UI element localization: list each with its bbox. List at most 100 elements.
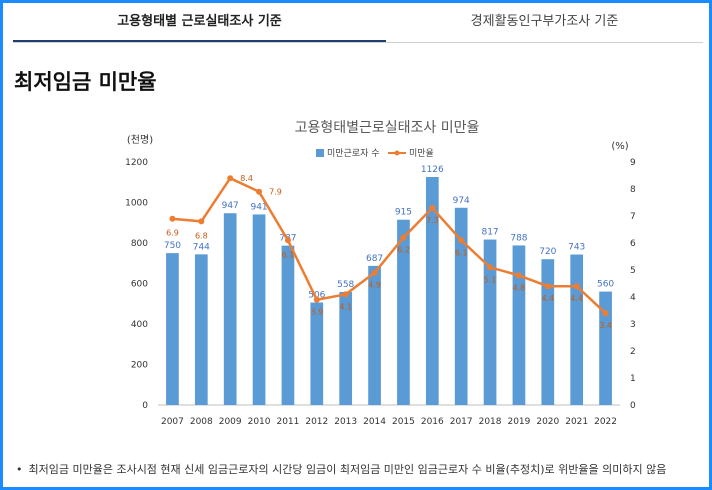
footnote-text: 최저임금 미만율은 조사시점 현재 신세 임금근로자의 시간당 임금이 최저임금… [28,463,667,476]
bar [454,207,468,405]
x-tick-label: 2020 [536,417,559,427]
bar-data-label: 750 [164,241,181,251]
y-left-unit: (천명) [127,134,153,146]
rate-point [256,188,263,195]
legend-bar-swatch [316,149,324,157]
x-tick-label: 2010 [248,417,271,427]
legend-line-marker [394,150,400,156]
rate-point [573,283,580,290]
y-right-tick-label: 8 [630,185,636,195]
rate-point [198,218,205,225]
rate-point [544,283,551,290]
bar-data-label: 558 [337,280,354,290]
y-right-tick-label: 5 [630,266,636,276]
bar-data-label: 817 [481,228,498,238]
y-right-tick-label: 2 [630,347,636,357]
rate-data-label: 6.8 [195,231,208,240]
y-left-tick-label: 800 [131,239,148,249]
rate-data-label: 8.4 [240,174,253,183]
y-right-tick-label: 4 [630,293,636,303]
bar [570,254,584,405]
bar-data-label: 974 [453,196,470,206]
bar [194,254,208,405]
chart-title: 고용형태별근로실태조사 미만율 [295,120,480,136]
rate-line [172,176,607,315]
bar [397,219,410,405]
y-right-tick-label: 9 [630,158,636,168]
bar [541,259,555,405]
rate-data-label: 7.3 [426,216,439,225]
bar [223,213,237,405]
rate-point [227,175,234,182]
bar-data-label: 744 [193,242,210,252]
x-tick-label: 2017 [450,417,473,427]
y-right-tick-label: 3 [630,320,636,330]
rate-point [284,237,291,244]
rate-data-label: 4.4 [541,294,554,303]
x-tick-label: 2012 [305,417,328,427]
bar-data-label: 915 [395,208,412,218]
rate-point [458,237,465,244]
rate-data-label: 6.1 [282,250,295,259]
rate-point [400,234,407,241]
bar [310,302,324,405]
y-left-tick-label: 0 [142,401,148,411]
section-title: 최저임금 미만율 [14,70,157,94]
y-left-tick-label: 200 [131,361,148,371]
legend-line-label: 미만율 [409,148,434,159]
y-left-tick-label: 600 [131,280,148,290]
rate-data-label: 6.1 [455,248,468,257]
rate-point [429,204,436,211]
tab-economic-activity-survey[interactable]: 경제활동인구부가조사 기준 [470,14,619,29]
y-right-tick-label: 6 [630,239,636,249]
bar [281,245,295,405]
legend-bar-label: 미만근로자 수 [327,148,380,159]
footnote: • 최저임금 미만율은 조사시점 현재 신세 임금근로자의 시간당 임금이 최저임… [16,461,666,477]
bar-data-label: 560 [597,280,614,290]
x-tick-label: 2022 [594,417,617,427]
bullet-icon: • [16,463,23,476]
x-tick-label: 2015 [392,417,415,427]
x-tick-label: 2013 [334,417,357,427]
bar [599,291,612,405]
bar-data-label: 947 [222,201,239,211]
rate-data-label: 5.1 [484,275,497,284]
chart-legend: 미만근로자 수 미만율 [316,148,434,159]
y-left-tick-label: 1000 [125,199,148,209]
rate-data-label: 4.9 [368,281,381,290]
rate-point [487,264,494,271]
x-tick-label: 2007 [161,417,184,427]
x-tick-label: 2014 [363,417,386,427]
y-right-tick-label: 7 [630,212,636,222]
rate-data-label: 7.9 [269,188,282,197]
bar [483,239,497,405]
bar-data-label: 743 [568,243,585,253]
bar-data-label: 1126 [421,165,444,175]
bar [252,214,266,405]
rate-point [515,272,522,279]
bar [512,245,526,405]
tab-employment-survey[interactable]: 고용형태별 근로실태조사 기준 [13,0,386,42]
tab-bar: 고용형태별 근로실태조사 기준 경제활동인구부가조사 기준 [13,0,703,43]
rate-data-label: 4.1 [339,302,352,311]
rate-data-label: 6.2 [397,246,410,255]
rate-point [342,291,349,298]
bar [166,253,179,405]
x-tick-label: 2011 [276,417,299,427]
y-right-tick-label: 1 [630,374,636,384]
rate-point [313,296,320,303]
rate-data-label: 6.9 [166,229,179,238]
bar [425,176,439,405]
x-tick-label: 2008 [190,417,213,427]
rate-data-label: 4.8 [513,283,526,292]
bar-data-label: 941 [250,202,267,212]
bar-data-label: 506 [308,291,325,301]
bar-data-label: 720 [539,247,556,257]
y-right-unit: (%) [611,141,628,152]
rate-point [169,215,176,222]
x-tick-label: 2021 [565,417,588,427]
y-right-tick-label: 0 [630,401,636,411]
rate-point [602,310,609,317]
